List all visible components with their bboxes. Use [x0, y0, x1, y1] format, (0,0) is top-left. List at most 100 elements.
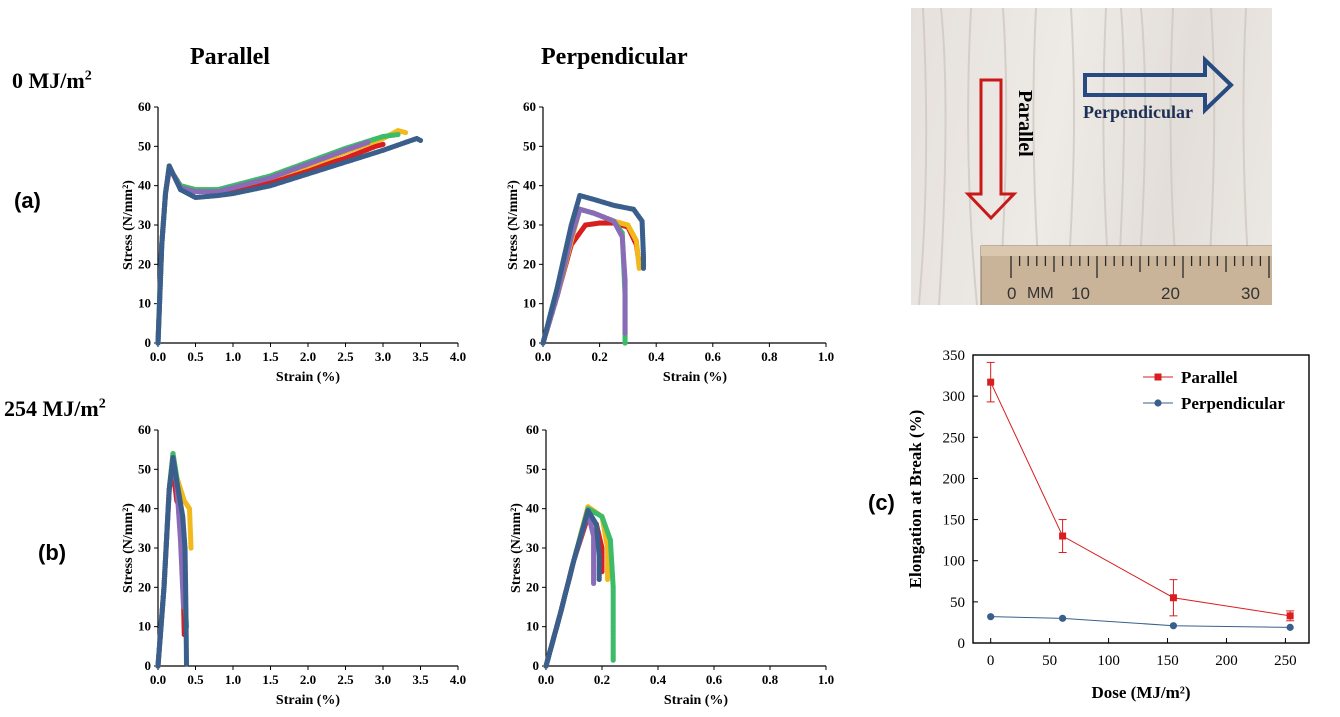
- series-line: [990, 381, 1291, 617]
- panel-label-a: (a): [14, 188, 41, 213]
- data-point: [1059, 532, 1067, 540]
- x-tick-label: 100: [1097, 653, 1120, 669]
- x-tick-label: 0.6: [705, 349, 722, 364]
- photo-perpendicular-label: Perpendicular: [1083, 102, 1193, 122]
- x-tick-label: 0.0: [538, 672, 554, 687]
- legend-marker: [1154, 373, 1162, 381]
- y-tick-label: 60: [526, 422, 539, 437]
- parallel-arrow-icon: [964, 78, 1018, 221]
- panel-label-c: (c): [868, 490, 895, 515]
- data-point: [636, 265, 642, 271]
- y-tick-label: 50: [526, 461, 539, 476]
- y-tick-label: 60: [138, 422, 151, 437]
- series-red: [155, 141, 386, 346]
- data-point: [395, 131, 401, 138]
- x-tick-label: 2.5: [337, 672, 354, 687]
- series-line: [990, 616, 1291, 628]
- x-tick-label: 0.0: [535, 349, 551, 364]
- data-point: [188, 545, 194, 551]
- x-tick-label: 3.5: [412, 349, 429, 364]
- chart-a-parallel: 0 10 20 30 40 50 60 0.0 0.5 1.0 1.5 2.0 2.5 3.0 3.5 4.0…: [121, 99, 466, 385]
- x-axis-label: Strain (%): [663, 370, 728, 385]
- x-tick-label: 3.5: [412, 672, 429, 687]
- x-axis-label: Strain (%): [276, 693, 341, 708]
- ruler-unit: MM: [1027, 285, 1054, 302]
- data-point: [183, 661, 190, 667]
- y-tick-label: 60: [138, 99, 151, 114]
- data-point: [622, 330, 628, 336]
- data-point: [610, 657, 616, 663]
- plot-frame: [972, 354, 1310, 644]
- y-tick-label: 100: [943, 554, 966, 570]
- ruler-label-10: 10: [1071, 284, 1090, 303]
- x-tick-label: 1.5: [262, 672, 279, 687]
- data-point: [365, 139, 371, 145]
- y-tick-label: 0: [145, 335, 152, 350]
- y-tick-label: 0: [145, 658, 152, 673]
- series-blue: [540, 192, 647, 346]
- y-tick-label: 20: [138, 579, 151, 594]
- series-green: [155, 131, 401, 346]
- x-tick-label: 0.2: [591, 349, 607, 364]
- dose-label-254: 254 MJ/m2: [4, 396, 106, 421]
- series-parallel: [986, 361, 1295, 622]
- data-point: [605, 576, 611, 583]
- y-tick-label: 200: [943, 471, 966, 487]
- y-tick-label: 20: [138, 256, 151, 271]
- y-tick-label: 50: [950, 595, 965, 611]
- series-perpendicular: [987, 613, 1294, 631]
- x-tick-label: 250: [1274, 653, 1297, 669]
- data-point: [596, 576, 602, 583]
- y-tick-label: 40: [526, 501, 539, 516]
- y-tick-label: 20: [526, 579, 539, 594]
- x-tick-label: 2.0: [300, 672, 316, 687]
- sample-photo: Parallel Perpendicular 0 MM 10 20 30: [911, 8, 1272, 305]
- data-point: [987, 378, 995, 386]
- x-tick-label: 0.0: [150, 672, 166, 687]
- y-tick-label: 50: [523, 138, 536, 153]
- y-tick-label: 40: [523, 178, 536, 193]
- x-axis-label: Dose (MJ/m²): [1091, 683, 1190, 702]
- x-tick-label: 0.8: [761, 349, 778, 364]
- x-tick-label: 3.0: [375, 349, 391, 364]
- y-tick-label: 30: [526, 540, 539, 555]
- chart-b-perpendicular: 0 10 20 30 40 50 60 0.0 0.2 0.4 0.6 0.8 1.0 Strain (%…: [509, 422, 834, 708]
- data-point: [1169, 622, 1178, 630]
- y-tick-label: 0: [530, 335, 537, 350]
- legend: Parallel Perpendicular: [1143, 368, 1285, 413]
- x-tick-label: 2.5: [337, 349, 354, 364]
- x-tick-label: 3.0: [375, 672, 391, 687]
- y-tick-label: 350: [943, 348, 966, 364]
- y-tick-label: 10: [526, 619, 539, 634]
- data-point: [1059, 614, 1067, 622]
- x-axis-label: Strain (%): [664, 693, 729, 708]
- x-tick-label: 50: [1042, 653, 1057, 669]
- dose-label-0: 0 MJ/m2: [12, 68, 92, 93]
- x-tick-label: 0.5: [187, 672, 204, 687]
- y-axis-label: Elongation at Break (%): [906, 410, 925, 589]
- perpendicular-arrow-icon: [1083, 55, 1234, 115]
- x-tick-label: 150: [1156, 653, 1179, 669]
- x-tick-label: 4.0: [450, 349, 466, 364]
- x-tick-label: 4.0: [450, 672, 466, 687]
- x-tick-label: 0.2: [594, 672, 610, 687]
- x-tick-label: 0.4: [650, 672, 667, 687]
- y-axis-label: Stress (N/mm²): [121, 503, 136, 593]
- y-axis-label: Stress (N/mm²): [506, 180, 521, 270]
- y-tick-label: 150: [943, 513, 966, 529]
- series-blue: [155, 135, 424, 346]
- data-point: [640, 265, 647, 271]
- y-tick-label: 50: [138, 461, 151, 476]
- legend-label: Parallel: [1181, 368, 1238, 387]
- legend-label: Perpendicular: [1181, 394, 1285, 413]
- data-point: [1169, 594, 1177, 602]
- panel-label-b: (b): [38, 540, 67, 565]
- x-tick-label: 0.6: [706, 672, 723, 687]
- y-tick-label: 0: [533, 658, 540, 673]
- x-tick-label: 1.0: [225, 349, 241, 364]
- x-tick-label: 1.0: [225, 672, 241, 687]
- legend-marker: [1154, 399, 1162, 407]
- x-tick-label: 1.0: [818, 672, 834, 687]
- data-point: [1286, 623, 1294, 631]
- chart-b-parallel: 0 10 20 30 40 50 60 0.0 0.5 1.0 1.5 2.0 2.5 3.0 3.5 4.0…: [121, 422, 466, 708]
